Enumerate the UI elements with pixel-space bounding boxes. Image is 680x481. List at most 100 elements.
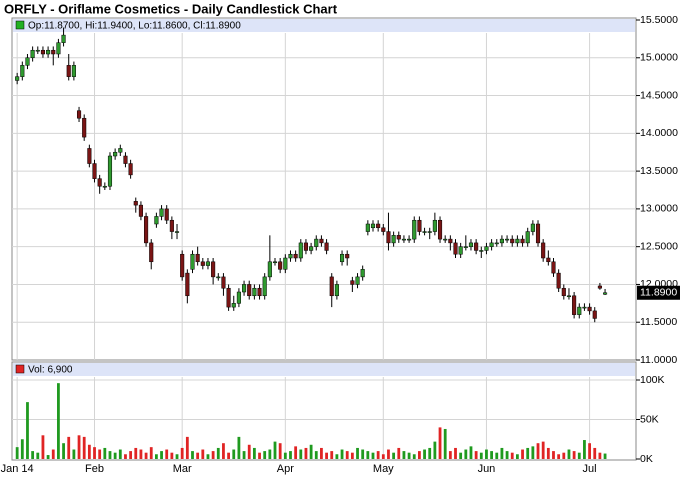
volume-bar: [31, 451, 35, 459]
y-tick-label: 14.0000: [640, 127, 678, 139]
volume-bar: [185, 436, 189, 459]
candle-body: [288, 253, 293, 259]
volume-bar: [108, 451, 112, 459]
volume-bar: [552, 451, 555, 459]
candle-body: [257, 287, 262, 297]
candle-body: [66, 65, 71, 77]
price-header-strip: [13, 19, 635, 32]
volume-bar: [113, 452, 117, 459]
volume-bar: [541, 441, 545, 459]
candle-body: [190, 253, 195, 270]
candle-body: [278, 261, 283, 270]
volume-bar: [546, 447, 550, 459]
volume-bar: [20, 439, 24, 459]
volume-bar: [505, 451, 509, 459]
volume-bar: [448, 451, 452, 459]
candle-body: [386, 231, 391, 244]
candle-body: [231, 303, 236, 308]
volume-tick-label: 50K: [640, 413, 659, 425]
volume-bar: [485, 449, 488, 459]
candle-body: [422, 231, 427, 233]
candle-body: [535, 223, 541, 244]
volume-bar: [407, 452, 411, 459]
volume-bar: [134, 447, 138, 459]
volume-bar: [258, 452, 261, 459]
volume-bar: [454, 447, 457, 459]
volume-bar: [526, 447, 530, 459]
volume-bar: [521, 449, 524, 459]
volume-bar: [57, 383, 60, 459]
candle-body: [221, 276, 226, 289]
volume-bar: [345, 451, 349, 459]
volume-bar: [15, 447, 19, 459]
candle-body: [458, 246, 463, 255]
volume-bar: [325, 452, 328, 459]
volume-bar: [603, 453, 607, 459]
candle-body: [597, 285, 602, 289]
volume-bar: [356, 447, 359, 459]
x-tick-label: Feb: [85, 463, 104, 475]
x-tick-label: Jun: [478, 463, 496, 475]
candle-body: [463, 246, 468, 248]
candle-body: [484, 246, 489, 251]
volume-bar: [340, 449, 344, 459]
volume-bar: [418, 451, 421, 459]
volume-bar: [495, 452, 499, 459]
y-tick-label: 14.5000: [640, 89, 678, 101]
candle-body: [391, 235, 396, 244]
candle-body: [360, 269, 365, 278]
volume-bar: [180, 447, 184, 459]
candle-body: [339, 253, 345, 263]
candle-body: [242, 284, 247, 293]
candle-body: [355, 276, 360, 285]
candle-body: [107, 155, 113, 187]
y-tick-label: 15.5000: [640, 14, 678, 26]
volume-bar: [376, 451, 380, 459]
candle-body: [46, 49, 51, 55]
candle-body: [128, 163, 133, 176]
volume-bar: [175, 454, 179, 459]
candle-body: [474, 242, 479, 251]
candle-body: [551, 261, 556, 274]
candle-body: [432, 219, 437, 232]
volume-bar: [531, 446, 535, 459]
candle-body: [195, 253, 200, 263]
candle-body: [138, 204, 143, 217]
candle-body: [603, 292, 608, 295]
last-price-label: 11.8900: [640, 287, 677, 299]
candle-body: [40, 49, 45, 55]
volume-bar: [72, 449, 76, 459]
candle-body: [123, 155, 128, 164]
volume-bar: [273, 441, 277, 459]
candle-body: [530, 223, 535, 232]
candle-body: [169, 219, 174, 232]
candle-body: [293, 253, 298, 259]
candle-body: [370, 223, 376, 229]
volume-bar: [118, 449, 122, 459]
candle-body: [82, 117, 87, 138]
volume-bar: [397, 447, 401, 459]
volume-bar: [433, 441, 437, 459]
volume-bar: [77, 435, 81, 459]
volume-bar: [562, 452, 566, 459]
candle-body: [118, 148, 123, 153]
price-panel: [11, 17, 637, 361]
volume-bar: [459, 452, 463, 459]
volume-bar: [201, 449, 205, 459]
volume-bar: [196, 452, 200, 459]
volume-bar: [103, 447, 107, 459]
candle-body: [56, 42, 61, 55]
volume-bar: [320, 447, 323, 459]
volume-bar: [211, 451, 215, 459]
volume-bar: [82, 436, 86, 459]
candle-body: [546, 257, 551, 263]
volume-bar: [583, 440, 586, 459]
candle-body: [541, 242, 546, 259]
x-tick-label: Jan 14: [1, 463, 34, 475]
volume-bar: [46, 455, 50, 459]
volume-bar: [247, 444, 251, 459]
candle-body: [468, 242, 474, 247]
candle-body: [236, 291, 241, 304]
volume-bar: [93, 447, 96, 459]
